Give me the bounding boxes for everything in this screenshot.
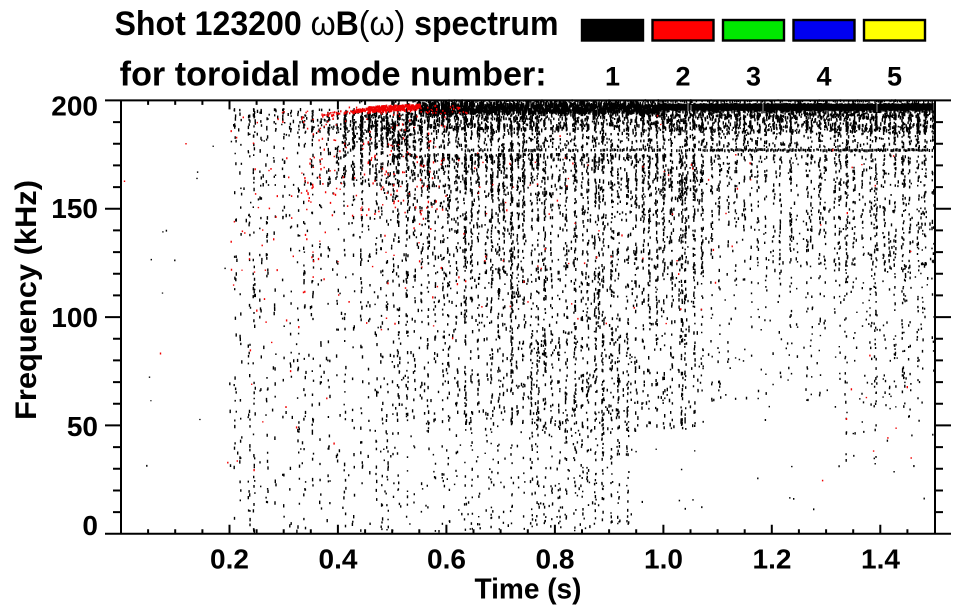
svg-text:1.2: 1.2: [753, 544, 792, 575]
svg-text:0.6: 0.6: [427, 544, 466, 575]
svg-text:Time (s): Time (s): [475, 574, 582, 606]
svg-text:0.8: 0.8: [536, 544, 575, 575]
svg-text:1: 1: [605, 62, 620, 92]
svg-text:Frequency (kHz): Frequency (kHz): [10, 180, 43, 420]
svg-text:200: 200: [51, 91, 98, 122]
svg-text:for toroidal mode number:: for toroidal mode number:: [120, 56, 547, 94]
svg-text:50: 50: [67, 411, 98, 442]
svg-text:100: 100: [51, 302, 98, 333]
svg-text:1.4: 1.4: [861, 544, 900, 575]
svg-text:150: 150: [51, 193, 98, 224]
svg-text:0.4: 0.4: [319, 544, 358, 575]
svg-text:2: 2: [675, 62, 690, 92]
svg-text:3: 3: [746, 62, 761, 92]
svg-text:4: 4: [816, 62, 831, 92]
svg-text:0.2: 0.2: [210, 544, 249, 575]
svg-text:1.0: 1.0: [644, 544, 683, 575]
svg-text:5: 5: [887, 62, 902, 92]
svg-text:Shot 123200 ωB(ω) spectrum: Shot 123200 ωB(ω) spectrum: [115, 5, 559, 43]
svg-text:0: 0: [82, 510, 98, 541]
